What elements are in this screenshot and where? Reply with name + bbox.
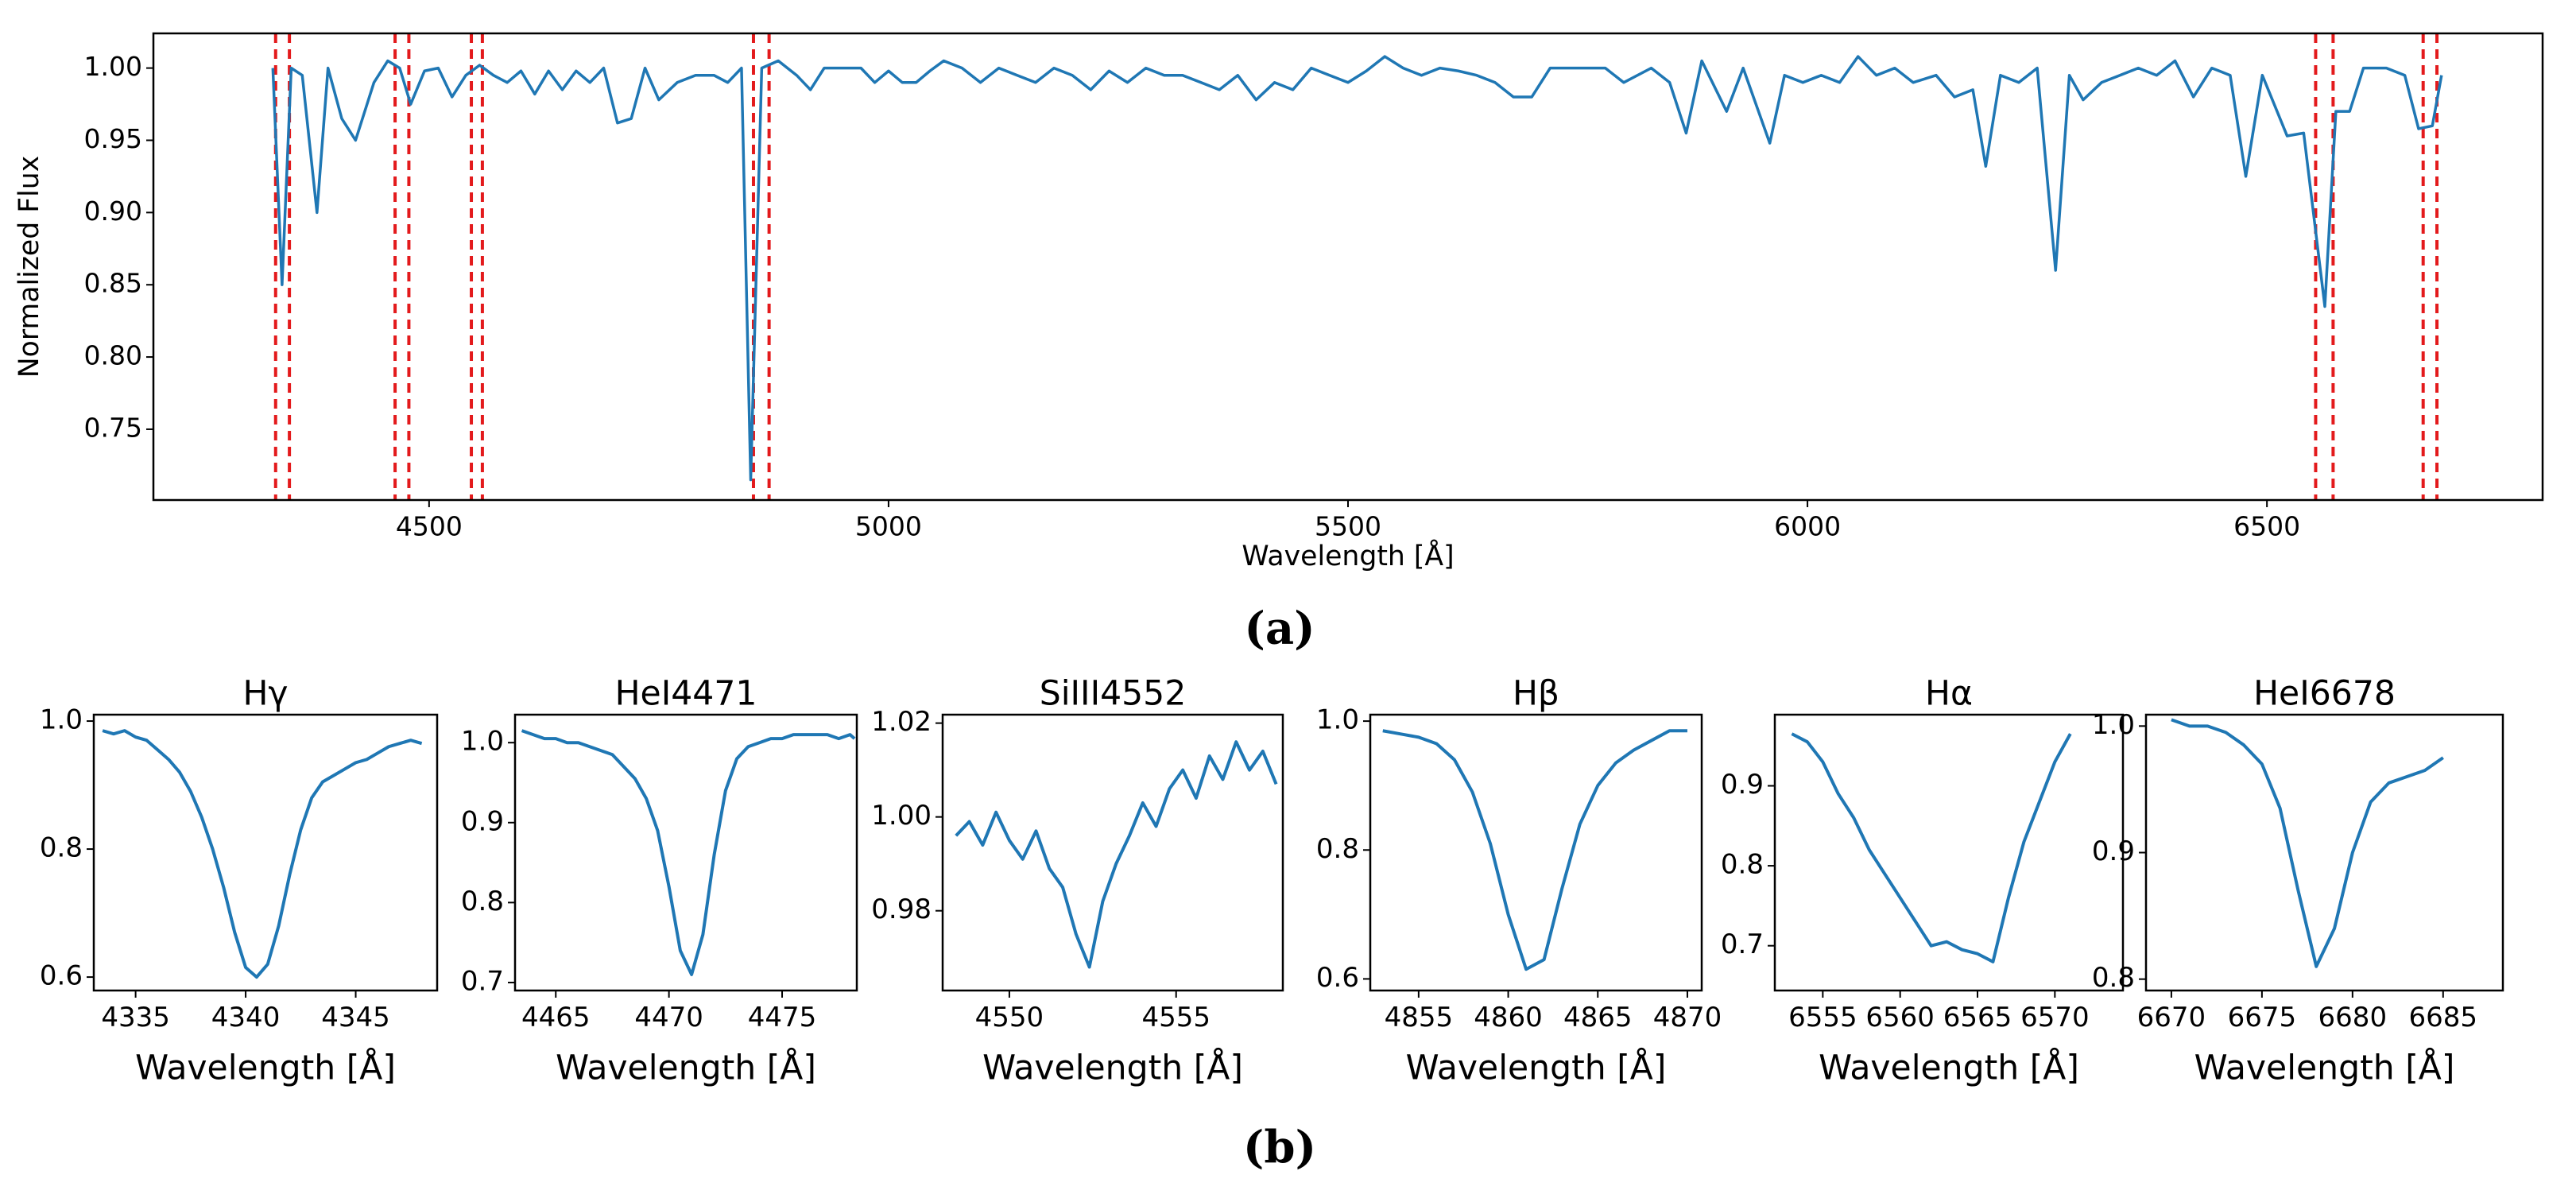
- x-tick-label: 4340: [211, 1002, 281, 1033]
- x-tick-label: 5500: [1315, 510, 1381, 541]
- y-tick-label: 0.9: [461, 805, 504, 837]
- x-axis-label: Wavelength [Å]: [135, 1048, 396, 1088]
- y-tick-label: 1.0: [40, 704, 83, 736]
- y-tick-label: 0.98: [871, 894, 932, 925]
- plot-frame: [513, 713, 858, 992]
- y-tick-label: 0.6: [1316, 962, 1359, 994]
- y-tick-label: 1.0: [1316, 704, 1359, 736]
- x-tick-label: 5000: [855, 510, 922, 541]
- x-tick-label: 4470: [634, 1002, 703, 1033]
- y-tick-label: 0.80: [84, 340, 142, 371]
- y-tick-label: 1.02: [871, 706, 932, 738]
- y-tick-label: 0.90: [84, 196, 142, 227]
- x-tick-label: 4550: [975, 1002, 1044, 1033]
- panel-title: SiIII4552: [1040, 675, 1187, 714]
- y-tick-label: 1.0: [2092, 709, 2135, 741]
- y-tick-label: 0.8: [1721, 849, 1764, 881]
- y-tick-label: 0.8: [1316, 833, 1359, 865]
- spectrum-line: [102, 729, 423, 979]
- x-axis-label: Wavelength [Å]: [2194, 1048, 2455, 1088]
- plot-frame: [92, 713, 439, 992]
- panel-title: HeI6678: [2253, 675, 2396, 714]
- y-tick-label: 0.85: [84, 268, 142, 299]
- spectrum-line: [271, 55, 2443, 482]
- x-tick-label: 4855: [1385, 1002, 1454, 1033]
- x-tick-label: 4500: [396, 510, 463, 541]
- x-tick-label: 6000: [1774, 510, 1841, 541]
- spectrum-line: [1791, 732, 2072, 963]
- y-tick-label: 1.00: [84, 51, 142, 82]
- y-tick-label: 0.9: [2092, 835, 2135, 867]
- y-tick-label: 0.9: [1721, 769, 1764, 801]
- y-tick-label: 0.7: [1721, 929, 1764, 960]
- y-tick-label: 0.8: [40, 832, 83, 864]
- spectrum-line: [2171, 718, 2444, 968]
- x-tick-label: 4555: [1141, 1002, 1211, 1033]
- y-tick-label: 0.95: [84, 123, 142, 154]
- y-tick-label: 1.0: [461, 726, 504, 758]
- panel-label: (a): [1244, 603, 1315, 655]
- plot-frame: [941, 713, 1284, 992]
- x-tick-label: 6670: [2137, 1002, 2206, 1033]
- x-tick-label: 4465: [521, 1002, 591, 1033]
- y-tick-label: 0.8: [2092, 962, 2135, 994]
- x-tick-label: 6560: [1865, 1002, 1935, 1033]
- x-tick-label: 4345: [321, 1002, 390, 1033]
- y-tick-label: 0.7: [461, 965, 504, 997]
- spectrum-line: [521, 729, 856, 976]
- panel-title: Hγ: [242, 675, 288, 714]
- plot-frame: [1773, 713, 2125, 992]
- x-axis-label: Wavelength [Å]: [982, 1048, 1243, 1088]
- x-tick-label: 6570: [2020, 1002, 2090, 1033]
- x-tick-label: 4860: [1474, 1002, 1543, 1033]
- panel-title: Hβ: [1513, 675, 1559, 714]
- x-tick-label: 6500: [2233, 510, 2300, 541]
- x-tick-label: 6565: [1943, 1002, 2012, 1033]
- x-tick-label: 4870: [1653, 1002, 1722, 1033]
- panel-title: HeI4471: [615, 675, 757, 714]
- x-axis-label: Wavelength [Å]: [1406, 1048, 1667, 1088]
- panel-label: (b): [1243, 1122, 1316, 1174]
- plot-frame: [152, 32, 2544, 502]
- y-axis-label: Normalized Flux: [14, 156, 45, 378]
- y-tick-label: 0.75: [84, 412, 142, 443]
- x-tick-label: 6675: [2228, 1002, 2297, 1033]
- x-tick-label: 6685: [2409, 1002, 2478, 1033]
- y-tick-label: 1.00: [871, 800, 932, 832]
- spectrum-line: [1382, 729, 1687, 971]
- plot-frame: [1369, 713, 1703, 992]
- x-tick-label: 4475: [748, 1002, 817, 1033]
- x-tick-label: 4865: [1563, 1002, 1633, 1033]
- x-axis-label: Wavelength [Å]: [1242, 538, 1454, 572]
- x-tick-label: 4335: [101, 1002, 170, 1033]
- x-tick-label: 6680: [2318, 1002, 2388, 1033]
- x-tick-label: 6555: [1788, 1002, 1857, 1033]
- panel-title: Hα: [1925, 675, 1973, 714]
- y-tick-label: 0.6: [40, 960, 83, 992]
- spectrum-line: [955, 740, 1278, 969]
- y-tick-label: 0.8: [461, 886, 504, 917]
- x-axis-label: Wavelength [Å]: [556, 1048, 816, 1088]
- x-axis-label: Wavelength [Å]: [1819, 1048, 2079, 1088]
